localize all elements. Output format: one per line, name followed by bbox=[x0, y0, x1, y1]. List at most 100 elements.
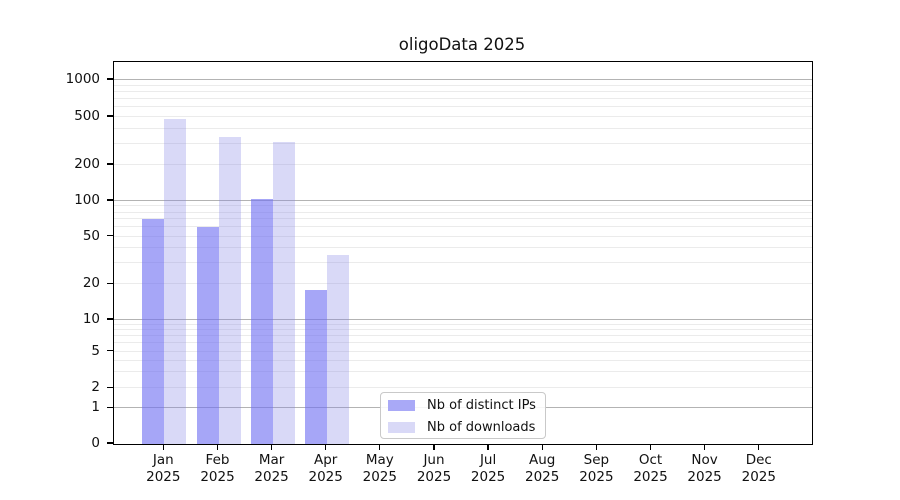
gridline-minor bbox=[114, 142, 812, 144]
bar-downloads bbox=[164, 119, 187, 444]
grid-layer bbox=[114, 62, 812, 444]
x-tick-month: Jan bbox=[152, 452, 174, 468]
y-tick-mark bbox=[107, 78, 113, 80]
gridline-minor bbox=[114, 205, 812, 207]
x-tick-mark bbox=[487, 444, 489, 450]
y-tick-label: 20 bbox=[82, 275, 100, 292]
x-tick-month: Dec bbox=[745, 452, 772, 468]
legend-swatch bbox=[388, 422, 415, 433]
legend-item: Nb of distinct IPs bbox=[388, 397, 538, 414]
gridline-minor bbox=[114, 98, 812, 99]
x-tick-label: Oct 2025 bbox=[619, 452, 683, 485]
bar-distinct-ips bbox=[196, 227, 219, 444]
gridline-minor bbox=[114, 164, 812, 165]
x-tick-year: 2025 bbox=[308, 468, 343, 485]
gridline-minor bbox=[114, 235, 812, 237]
y-tick-mark bbox=[107, 442, 113, 444]
x-tick-mark bbox=[595, 444, 598, 450]
gridline-minor bbox=[114, 90, 812, 92]
legend-swatch bbox=[388, 400, 415, 411]
gridline-minor bbox=[114, 387, 812, 389]
x-tick-mark bbox=[758, 444, 760, 450]
x-tick-mark bbox=[379, 444, 381, 450]
gridline-minor bbox=[114, 106, 812, 108]
gridline-minor bbox=[114, 226, 812, 228]
gridline-minor bbox=[114, 262, 812, 264]
bar-distinct-ips bbox=[142, 219, 165, 444]
x-tick-year: 2025 bbox=[200, 468, 235, 485]
gridline-minor bbox=[114, 116, 812, 117]
x-tick-year: 2025 bbox=[416, 468, 452, 485]
gridline-minor bbox=[114, 342, 812, 344]
gridline-major bbox=[114, 199, 812, 201]
x-tick-month: Oct bbox=[638, 452, 663, 468]
x-tick-label: Jul 2025 bbox=[456, 452, 520, 485]
gridline-minor bbox=[114, 211, 812, 213]
gridline-minor bbox=[114, 218, 812, 220]
x-tick-label: Aug 2025 bbox=[510, 452, 574, 485]
x-tick-label: Feb 2025 bbox=[186, 452, 250, 485]
y-tick-label: 1 bbox=[91, 399, 100, 416]
gridline-major bbox=[114, 318, 812, 320]
x-tick-year: 2025 bbox=[633, 468, 668, 485]
x-tick-label: Apr 2025 bbox=[294, 452, 358, 485]
y-tick-label: 1000 bbox=[65, 71, 100, 87]
x-tick-label: Mar 2025 bbox=[240, 452, 304, 485]
bar-downloads bbox=[272, 142, 295, 444]
x-tick-month: Jul bbox=[479, 452, 497, 468]
x-tick-label: Sep 2025 bbox=[564, 452, 628, 485]
gridline-minor bbox=[114, 84, 812, 86]
x-tick-mark bbox=[541, 444, 543, 450]
x-tick-year: 2025 bbox=[470, 468, 506, 485]
x-tick-year: 2025 bbox=[579, 468, 614, 485]
legend-label: Nb of downloads bbox=[427, 420, 536, 435]
x-tick-month: Feb bbox=[205, 452, 230, 468]
bar-downloads bbox=[218, 137, 241, 444]
gridline-minor bbox=[114, 371, 812, 373]
x-tick-month: Sep bbox=[583, 452, 610, 468]
gridline-minor bbox=[114, 350, 812, 352]
y-tick-mark bbox=[107, 199, 113, 201]
chart-title: oligoData 2025 bbox=[398, 35, 526, 54]
y-tick-mark bbox=[107, 235, 113, 237]
gridline-minor bbox=[114, 283, 812, 285]
y-tick-label: 5 bbox=[91, 342, 100, 359]
x-tick-month: Jun bbox=[423, 452, 445, 468]
gridline-major bbox=[114, 78, 812, 80]
x-tick-year: 2025 bbox=[687, 468, 722, 485]
gridline-minor bbox=[114, 335, 812, 337]
x-tick-label: Jan 2025 bbox=[131, 452, 195, 485]
x-tick-label: Nov 2025 bbox=[673, 452, 737, 485]
x-tick-mark bbox=[649, 444, 652, 450]
y-tick-label: 100 bbox=[74, 192, 100, 208]
gridline-minor bbox=[114, 359, 812, 361]
y-tick-mark bbox=[107, 115, 113, 117]
x-tick-year: 2025 bbox=[254, 468, 289, 485]
x-tick-mark bbox=[703, 444, 706, 450]
gridline-minor bbox=[114, 323, 812, 325]
bar-distinct-ips bbox=[250, 198, 273, 444]
bar-distinct-ips bbox=[304, 289, 327, 444]
y-tick-label: 2 bbox=[91, 379, 100, 396]
x-tick-month: Nov bbox=[691, 452, 718, 468]
y-tick-label: 500 bbox=[74, 108, 100, 124]
x-tick-month: May bbox=[365, 452, 394, 468]
y-tick-mark bbox=[107, 163, 113, 165]
x-tick-year: 2025 bbox=[362, 468, 397, 485]
gridline-minor bbox=[114, 247, 812, 249]
plot-area: Nb of distinct IPs Nb of downloads bbox=[113, 61, 813, 445]
x-tick-label: Jun 2025 bbox=[402, 452, 466, 485]
x-tick-year: 2025 bbox=[146, 468, 181, 485]
x-tick-month: Apr bbox=[314, 452, 338, 468]
bars-layer bbox=[114, 62, 812, 444]
x-tick-year: 2025 bbox=[741, 468, 776, 485]
y-tick-mark bbox=[107, 318, 113, 320]
x-tick-mark bbox=[433, 444, 435, 450]
gridline-minor bbox=[114, 329, 812, 331]
x-tick-label: May 2025 bbox=[348, 452, 412, 485]
y-tick-label: 10 bbox=[82, 311, 100, 327]
x-tick-mark bbox=[270, 444, 273, 450]
y-tick-label: 200 bbox=[74, 156, 100, 172]
x-tick-mark bbox=[216, 444, 219, 450]
